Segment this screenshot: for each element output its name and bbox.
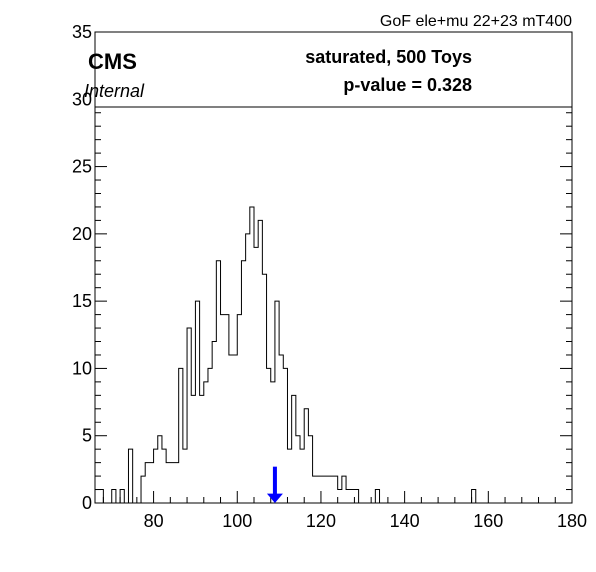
- y-tick-label: 35: [72, 22, 92, 42]
- legend-box: [95, 32, 572, 107]
- y-tick-label: 15: [72, 291, 92, 311]
- toys-label: saturated, 500 Toys: [305, 47, 472, 67]
- x-tick-label: 100: [222, 511, 252, 531]
- chart-title: GoF ele+mu 22+23 mT400: [380, 13, 572, 30]
- y-tick-label: 0: [82, 493, 92, 513]
- y-tick-label: 10: [72, 358, 92, 378]
- y-tick-label: 20: [72, 224, 92, 244]
- x-tick-label: 80: [144, 511, 164, 531]
- internal-label: Internal: [84, 81, 145, 101]
- x-tick-label: 180: [557, 511, 587, 531]
- x-tick-label: 120: [306, 511, 336, 531]
- x-tick-label: 160: [473, 511, 503, 531]
- y-tick-label: 5: [82, 426, 92, 446]
- p-value-label: p-value = 0.328: [343, 75, 472, 95]
- x-tick-label: 140: [390, 511, 420, 531]
- cms-label: CMS: [88, 49, 137, 74]
- y-tick-label: 25: [72, 157, 92, 177]
